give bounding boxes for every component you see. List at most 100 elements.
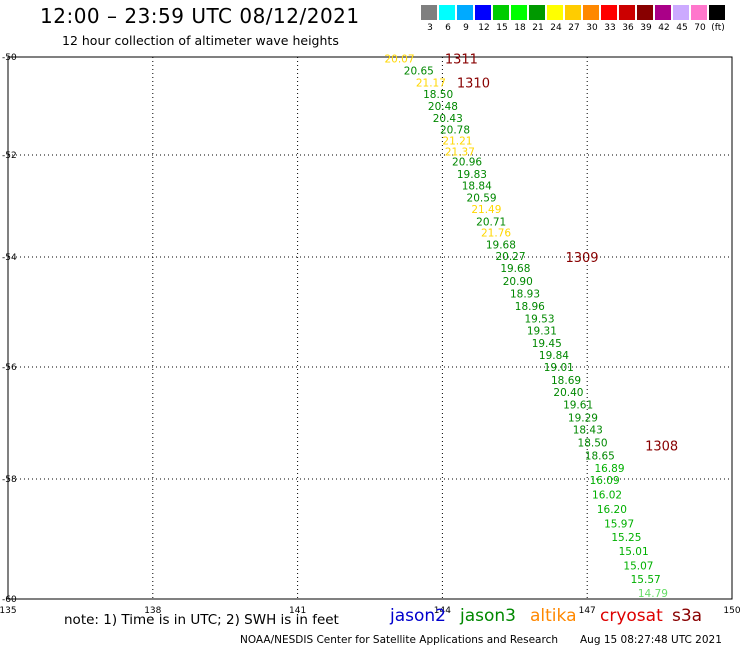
color-swatch bbox=[421, 5, 438, 20]
color-scale-label: 6 bbox=[445, 23, 451, 33]
color-scale-label: 3 bbox=[427, 23, 433, 33]
wave-height-value: 20.71 bbox=[476, 216, 506, 228]
color-scale-label: 70 bbox=[694, 23, 706, 33]
satellite-legend-cryosat: cryosat bbox=[600, 606, 663, 626]
color-scale-label: 33 bbox=[604, 23, 616, 33]
color-swatch bbox=[565, 5, 582, 20]
y-tick-label: -54 bbox=[2, 253, 17, 263]
color-swatch bbox=[655, 5, 672, 20]
color-scale-label: 36 bbox=[622, 23, 634, 33]
x-tick-label: 141 bbox=[289, 606, 306, 616]
wave-height-value: 20.48 bbox=[428, 101, 458, 113]
wave-height-value: 16.89 bbox=[594, 463, 624, 475]
pass-number-label: 1310 bbox=[457, 76, 490, 91]
wave-height-value: 15.97 bbox=[604, 518, 634, 530]
color-scale-label: 9 bbox=[463, 23, 469, 33]
wave-height-value: 15.07 bbox=[623, 560, 653, 572]
wave-height-value: 20.78 bbox=[440, 125, 470, 137]
wave-height-value: 19.29 bbox=[568, 412, 598, 424]
wave-height-value: 19.83 bbox=[457, 169, 487, 181]
wave-height-value: 20.59 bbox=[467, 192, 497, 204]
wave-height-value: 16.02 bbox=[592, 490, 622, 502]
color-swatch bbox=[583, 5, 600, 20]
wave-height-value: 20.43 bbox=[433, 113, 463, 125]
wave-height-value: 15.25 bbox=[611, 532, 641, 544]
color-scale-label: 24 bbox=[550, 23, 562, 33]
wave-height-value: 21.49 bbox=[471, 204, 501, 216]
wave-height-value: 16.09 bbox=[590, 475, 620, 487]
color-scale-label: 42 bbox=[658, 23, 670, 33]
color-scale-label: 18 bbox=[514, 23, 526, 33]
x-tick-label: 150 bbox=[723, 606, 740, 616]
wave-height-value: 18.65 bbox=[585, 450, 615, 462]
wave-height-value: 19.68 bbox=[486, 239, 516, 251]
wave-height-value: 15.01 bbox=[619, 546, 649, 558]
generation-timestamp: Aug 15 08:27:48 UTC 2021 bbox=[580, 634, 722, 646]
wave-height-value: 18.96 bbox=[515, 301, 545, 313]
map-grid bbox=[8, 57, 732, 599]
color-scale-label: 39 bbox=[640, 23, 652, 33]
satellite-legend-s3a: s3a bbox=[672, 606, 703, 626]
wave-height-value: 19.45 bbox=[532, 338, 562, 350]
color-swatch bbox=[493, 5, 510, 20]
wave-height-value: 21.21 bbox=[442, 135, 472, 147]
y-tick-label: -52 bbox=[2, 151, 17, 161]
color-scale-label: 45 bbox=[676, 23, 688, 33]
wave-height-value: 21.76 bbox=[481, 228, 511, 240]
y-tick-label: -50 bbox=[2, 53, 17, 63]
wave-height-value: 20.96 bbox=[452, 157, 482, 169]
wave-height-value: 18.93 bbox=[510, 288, 540, 300]
wave-height-value: 19.61 bbox=[563, 400, 593, 412]
footnote: note: 1) Time is in UTC; 2) SWH is in fe… bbox=[64, 612, 339, 628]
wave-height-value: 20.90 bbox=[503, 276, 533, 288]
x-tick-label: 147 bbox=[579, 606, 596, 616]
color-swatch bbox=[637, 5, 654, 20]
wave-height-value: 19.84 bbox=[539, 350, 569, 362]
x-tick-label: 144 bbox=[434, 606, 451, 616]
wave-height-value: 20.27 bbox=[495, 251, 525, 263]
color-swatch bbox=[511, 5, 528, 20]
color-swatch bbox=[619, 5, 636, 20]
wave-height-points: 20.0720.6521.1718.5020.4820.4320.7821.21… bbox=[384, 53, 667, 600]
page-title: 12:00 – 23:59 UTC 08/12/2021 bbox=[40, 4, 360, 28]
pass-number-label: 1308 bbox=[645, 439, 678, 454]
pass-number-label: 1309 bbox=[565, 251, 598, 266]
wave-height-value: 14.79 bbox=[638, 588, 668, 600]
wave-height-value: 19.01 bbox=[544, 362, 574, 374]
wave-height-value: 18.43 bbox=[573, 425, 603, 437]
color-swatch bbox=[439, 5, 456, 20]
color-swatch bbox=[457, 5, 474, 20]
page-subtitle: 12 hour collection of altimeter wave hei… bbox=[62, 33, 339, 48]
wave-height-value: 20.65 bbox=[404, 66, 434, 78]
x-tick-label: 135 bbox=[0, 606, 17, 616]
wave-height-value: 18.84 bbox=[462, 181, 492, 193]
satellite-legend-jason3: jason3 bbox=[460, 606, 516, 626]
color-scale-label: (ft) bbox=[711, 23, 725, 33]
color-swatch bbox=[673, 5, 690, 20]
y-tick-label: -60 bbox=[2, 595, 17, 605]
wave-height-value: 19.31 bbox=[527, 326, 557, 338]
wave-height-value: 19.68 bbox=[500, 263, 530, 275]
axis-tick-labels: 135 138 141 144 147 150 -50 -52 -54 -56 -58 -60 bbox=[0, 53, 740, 616]
color-scale-label: 27 bbox=[568, 23, 580, 33]
color-scale-label: 12 bbox=[478, 23, 490, 33]
map-frame bbox=[7, 56, 733, 600]
color-swatch bbox=[601, 5, 618, 20]
wave-height-value: 18.50 bbox=[423, 89, 453, 101]
wave-height-value: 18.69 bbox=[551, 375, 581, 387]
wave-height-value: 16.20 bbox=[597, 504, 627, 516]
wave-height-value: 19.53 bbox=[524, 314, 554, 326]
pass-number-labels: 1311 1310 1309 1308 bbox=[445, 52, 678, 454]
wave-height-value: 15.57 bbox=[631, 574, 661, 586]
color-scale-label: 21 bbox=[532, 23, 544, 33]
satellite-legend-jason2: jason2 bbox=[390, 606, 446, 626]
wave-height-value: 20.40 bbox=[553, 387, 583, 399]
color-swatch bbox=[691, 5, 708, 20]
wave-height-value: 20.07 bbox=[384, 53, 414, 65]
y-tick-label: -56 bbox=[2, 363, 17, 373]
pass-number-label: 1311 bbox=[445, 52, 478, 67]
satellite-legend-altika: altika bbox=[530, 606, 577, 626]
color-swatch bbox=[709, 5, 726, 20]
color-swatch bbox=[529, 5, 546, 20]
